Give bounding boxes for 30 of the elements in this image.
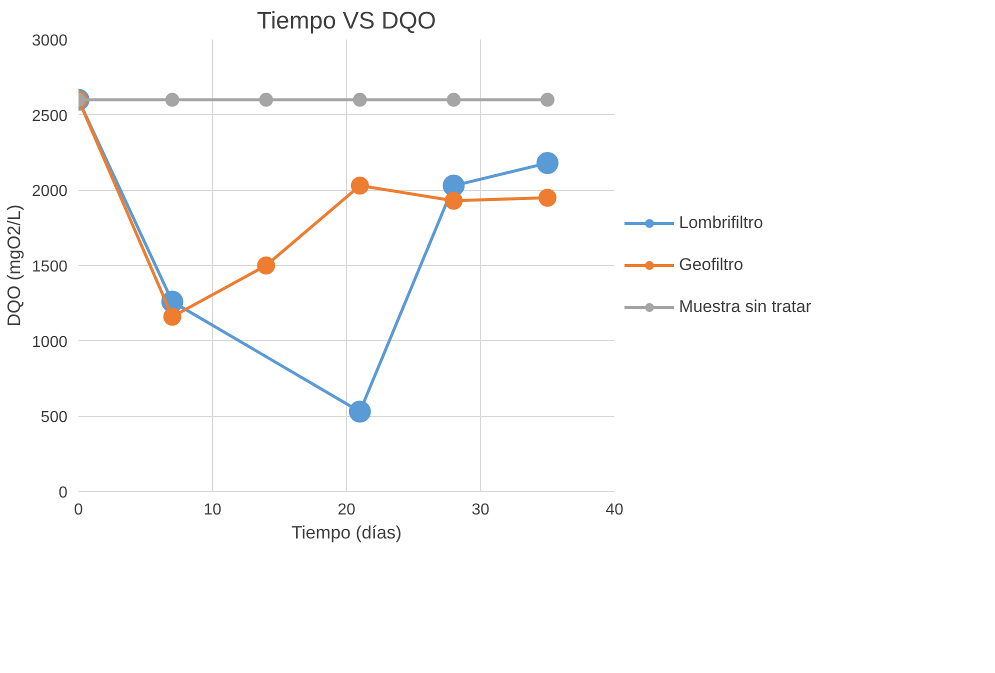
point: [259, 92, 274, 107]
y-tick-label: 0: [58, 484, 68, 502]
y-tick-label: 2500: [32, 108, 68, 125]
y-tick-label: 3000: [32, 32, 68, 50]
x-tick-label: 20: [338, 502, 356, 518]
point: [350, 176, 369, 195]
point: [444, 192, 463, 210]
point: [536, 152, 558, 174]
y-axis-title: DQO (mgO2/L): [4, 204, 24, 327]
point: [257, 256, 276, 274]
x-axis-title: Tiempo (días): [291, 522, 402, 542]
x-tick-label: 10: [204, 502, 222, 518]
x-tick-label: 30: [472, 502, 490, 518]
legend-label: Muestra sin tratar: [679, 297, 812, 317]
point: [348, 400, 371, 423]
x-tick-label: 0: [74, 502, 84, 518]
point: [163, 308, 182, 326]
legend-label: Geofiltro: [679, 255, 744, 275]
point: [352, 92, 367, 107]
y-tick-label: 2000: [32, 183, 68, 200]
y-tick-label: 500: [40, 409, 68, 426]
y-tick-label: 1500: [32, 258, 68, 276]
chart-title: Tiempo VS DQO: [256, 8, 436, 34]
point: [446, 92, 461, 107]
point: [540, 92, 554, 107]
point: [538, 188, 556, 207]
legend-label: Lombrifiltro: [679, 213, 764, 233]
y-tick-label: 1000: [32, 334, 68, 351]
point: [165, 92, 180, 107]
x-tick-label: 40: [606, 502, 624, 518]
